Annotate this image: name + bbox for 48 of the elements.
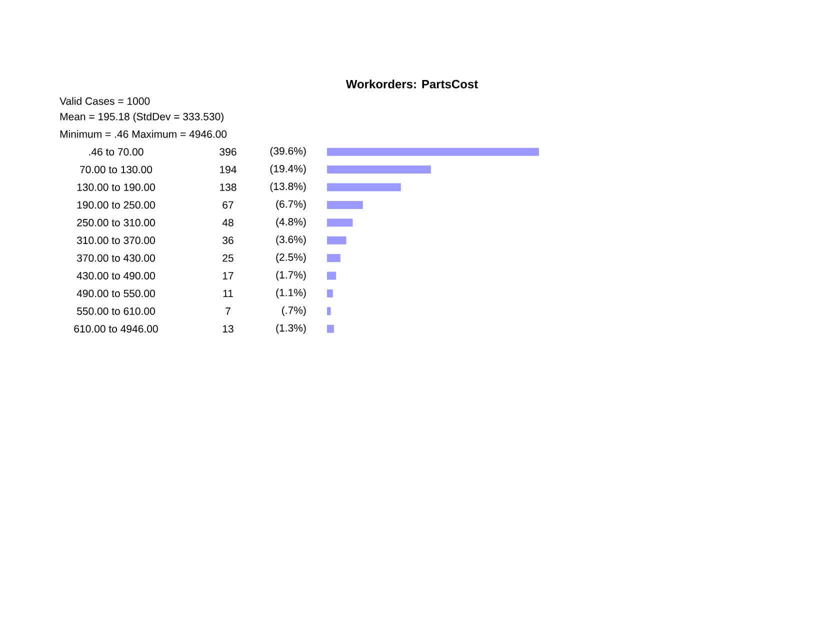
text: (4.8%) xyxy=(276,218,306,228)
data-label: 67 xyxy=(222,201,234,209)
bar xyxy=(327,324,334,333)
data-label: 7 xyxy=(226,308,230,315)
bar xyxy=(327,307,331,316)
text: (1.1%) xyxy=(276,288,306,298)
text: (1.3%) xyxy=(276,324,306,334)
y-tick-label: 130.00 to 190.00 xyxy=(77,184,155,191)
data-label: 13 xyxy=(222,325,234,333)
text: (39.6%) xyxy=(270,146,306,157)
y-tick-label: 550.00 to 610.00 xyxy=(77,307,155,315)
bar xyxy=(327,236,346,244)
text: (1.7%) xyxy=(276,270,306,281)
bar xyxy=(327,148,540,156)
data-label: 48 xyxy=(222,218,234,226)
bar xyxy=(327,289,333,298)
y-tick-label: 490.00 to 550.00 xyxy=(76,290,155,298)
text: (19.4%) xyxy=(270,164,306,174)
bar xyxy=(327,218,353,227)
bar xyxy=(327,183,401,192)
y-tick-label: 250.00 to 310.00 xyxy=(77,218,155,226)
data-label: 138 xyxy=(220,184,236,191)
text: Minimum = .46 Maximum = 4946.00 xyxy=(60,130,227,138)
data-label: 25 xyxy=(222,254,234,262)
text: (6.7%) xyxy=(276,200,306,210)
bar xyxy=(327,272,336,280)
y-tick-label: 310.00 to 370.00 xyxy=(76,236,155,244)
text: (13.8%) xyxy=(270,182,306,192)
y-tick-label: 70.00 to 130.00 xyxy=(80,166,152,174)
text: Mean = 195.18 (StdDev = 333.530) xyxy=(60,112,224,122)
data-label: 36 xyxy=(222,236,234,244)
text: (.7%) xyxy=(282,306,306,316)
chart-title: Workorders: PartsCost xyxy=(346,80,478,88)
y-tick-label: 190.00 to 250.00 xyxy=(77,201,155,209)
text: (2.5%) xyxy=(276,253,306,263)
text: Valid Cases = 1000 xyxy=(60,97,150,105)
data-label: 194 xyxy=(220,166,236,174)
bar xyxy=(327,200,363,209)
y-tick-label: 370.00 to 430.00 xyxy=(76,254,155,262)
data-label: 11 xyxy=(223,290,233,298)
y-tick-label: .46 to 70.00 xyxy=(89,148,144,156)
text: (3.6%) xyxy=(276,235,306,246)
bar xyxy=(327,166,431,174)
data-label: 396 xyxy=(220,148,236,156)
data-label: 17 xyxy=(222,272,234,280)
y-tick-label: 430.00 to 490.00 xyxy=(76,272,155,280)
bar xyxy=(327,254,340,262)
y-tick-label: 610.00 to 4946.00 xyxy=(74,325,158,333)
